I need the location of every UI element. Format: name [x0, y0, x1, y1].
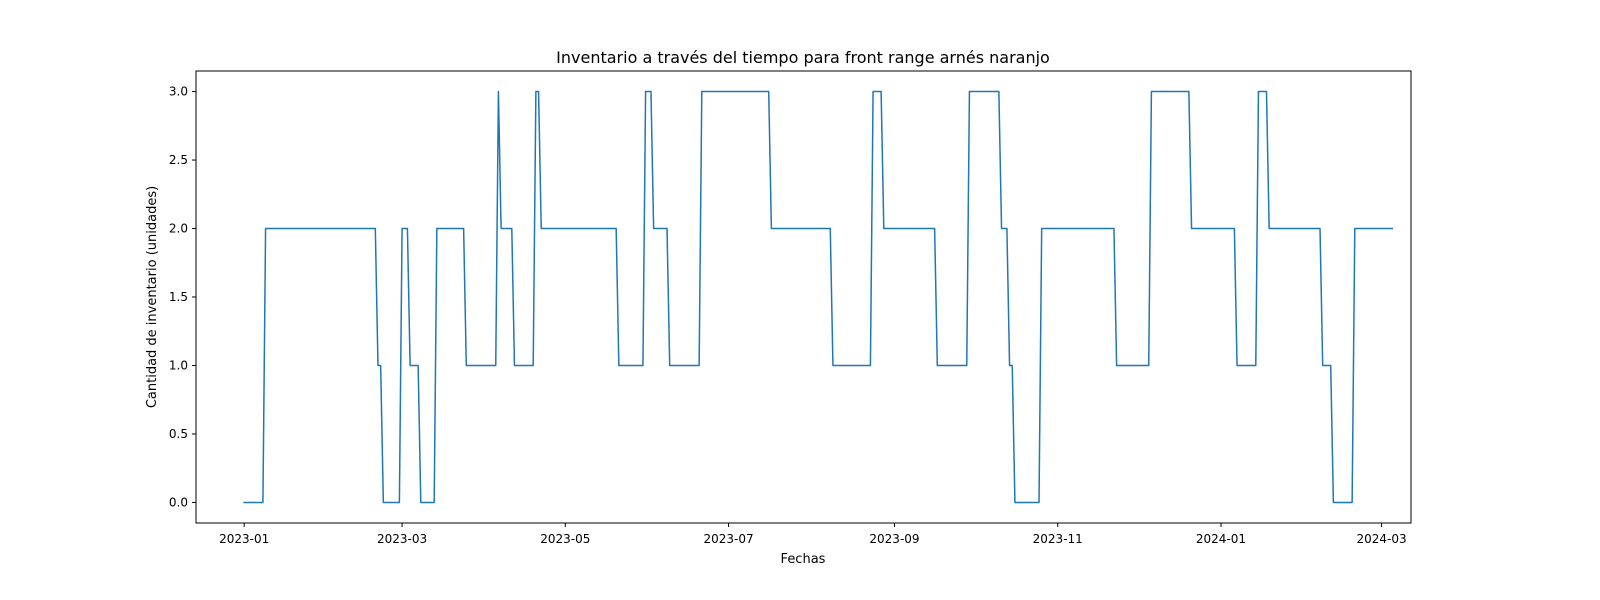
y-tick-label: 0.0	[169, 495, 188, 509]
y-axis-label: Cantidad de inventario (unidades)	[145, 186, 160, 408]
y-tick-label: 0.5	[169, 427, 188, 441]
chart-title: Inventario a través del tiempo para fron…	[556, 48, 1050, 67]
x-tick-label: 2024-01	[1196, 532, 1246, 546]
y-tick-label: 3.0	[169, 85, 188, 99]
x-axis-label: Fechas	[781, 552, 826, 567]
x-tick-label: 2023-11	[1033, 532, 1083, 546]
y-tick-label: 1.0	[169, 358, 188, 372]
y-tick-label: 2.5	[169, 153, 188, 167]
series-layer	[243, 90, 1394, 504]
plot-frame	[195, 70, 1412, 524]
x-tick-label: 2023-09	[869, 532, 919, 546]
x-tick-label: 2023-01	[219, 532, 269, 546]
y-tick-label: 2.0	[169, 222, 188, 236]
y-axis: 0.0 0.5 1.0 1.5 2.0 2.5 3.0	[169, 85, 196, 509]
x-tick-label: 2024-03	[1356, 532, 1406, 546]
x-axis: 2023-01 2023-03 2023-05 2023-07 2023-09 2023-…	[219, 523, 1407, 546]
series-line-0	[243, 90, 1394, 504]
y-tick-label: 1.5	[169, 290, 188, 304]
x-tick-label: 2023-03	[377, 532, 427, 546]
x-tick-label: 2023-07	[703, 532, 753, 546]
x-tick-label: 2023-05	[540, 532, 590, 546]
